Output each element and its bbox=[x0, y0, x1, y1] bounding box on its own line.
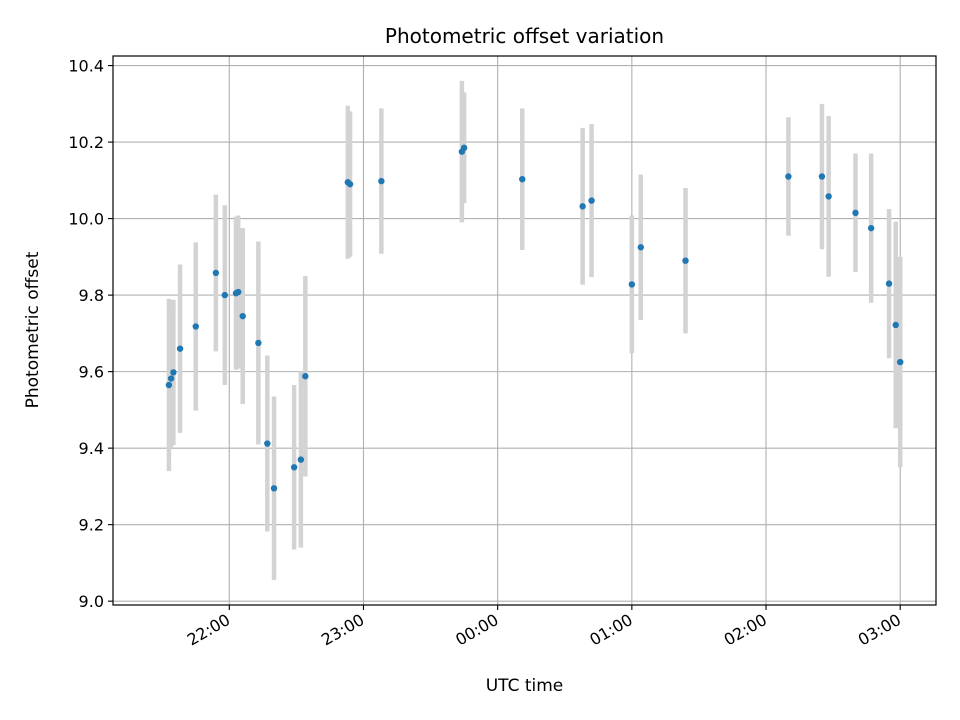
y-tick-label: 9.0 bbox=[79, 592, 104, 611]
data-point bbox=[192, 323, 199, 330]
y-tick-label: 10.0 bbox=[68, 210, 104, 229]
data-point bbox=[519, 175, 526, 183]
data-point bbox=[867, 224, 875, 232]
y-tick-label: 9.8 bbox=[79, 286, 104, 305]
data-point bbox=[346, 180, 354, 188]
data-point bbox=[682, 257, 689, 264]
data-point bbox=[297, 456, 305, 463]
data-point bbox=[264, 440, 271, 447]
data-point bbox=[892, 321, 899, 329]
data-point bbox=[165, 381, 173, 389]
y-axis-label: Photometric offset bbox=[23, 251, 43, 408]
y-tick-label: 9.6 bbox=[79, 363, 104, 382]
data-point bbox=[825, 193, 832, 200]
data-point bbox=[785, 173, 792, 180]
data-point bbox=[637, 244, 644, 251]
data-point bbox=[270, 485, 278, 492]
data-points bbox=[165, 144, 904, 492]
chart-title: Photometric offset variation bbox=[385, 24, 664, 48]
data-point bbox=[885, 280, 893, 287]
data-point bbox=[579, 203, 586, 210]
data-point bbox=[255, 339, 262, 347]
data-point bbox=[588, 197, 595, 204]
data-point bbox=[235, 288, 242, 296]
data-point bbox=[378, 177, 385, 185]
data-point bbox=[212, 269, 220, 277]
y-tick-label: 9.4 bbox=[79, 439, 104, 458]
data-point bbox=[221, 291, 229, 299]
y-tick-label: 10.4 bbox=[68, 57, 104, 76]
y-tick-label: 9.2 bbox=[79, 516, 104, 535]
data-point bbox=[167, 375, 175, 382]
x-axis-label: UTC time bbox=[486, 676, 564, 696]
data-point bbox=[302, 373, 309, 380]
data-point bbox=[170, 369, 177, 376]
data-point bbox=[897, 358, 904, 366]
data-point bbox=[176, 345, 184, 352]
data-point bbox=[290, 464, 298, 471]
plot-frame bbox=[112, 55, 937, 606]
data-point bbox=[239, 312, 246, 320]
data-point bbox=[852, 209, 859, 217]
data-point bbox=[460, 144, 468, 152]
data-point bbox=[628, 281, 636, 288]
y-tick-label: 10.2 bbox=[68, 133, 104, 152]
data-point bbox=[818, 173, 826, 180]
